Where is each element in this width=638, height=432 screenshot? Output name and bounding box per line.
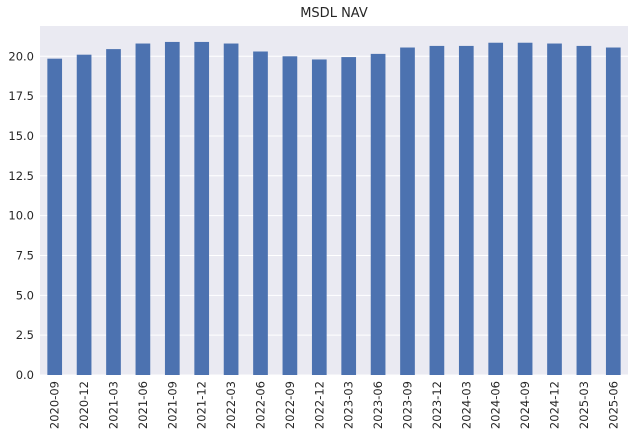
bar-2021-06 — [135, 43, 151, 375]
x-tick-label: 2024-09 — [518, 381, 532, 429]
bar-2020-12 — [76, 54, 92, 375]
x-tick-label: 2020-09 — [48, 381, 62, 429]
x-tick-label: 2021-06 — [136, 381, 150, 429]
y-tick-label: 17.5 — [8, 89, 34, 103]
x-tick-label: 2021-12 — [195, 381, 209, 429]
bars — [47, 41, 621, 376]
x-tick-label: 2025-03 — [577, 381, 591, 429]
x-tick-label: 2021-09 — [165, 381, 179, 429]
bar-2022-03 — [223, 43, 239, 375]
x-tick-label: 2020-12 — [77, 381, 91, 429]
x-tick-label: 2022-03 — [224, 381, 238, 429]
bar-2021-03 — [106, 49, 121, 376]
x-axis-ticks: 2020-09 2020-12 2021-03 2021-06 2021-09 2021-… — [48, 381, 621, 429]
x-tick-label: 2023-03 — [342, 381, 356, 429]
x-tick-label: 2024-03 — [459, 381, 473, 429]
x-tick-label: 2022-09 — [283, 381, 297, 429]
bar-2023-09 — [400, 47, 415, 375]
bar-2024-12 — [547, 43, 562, 375]
bar-2025-06 — [605, 47, 621, 375]
y-tick-label: 20.0 — [8, 49, 34, 63]
bar-2023-12 — [429, 45, 445, 375]
plot-area — [40, 26, 628, 375]
y-tick-label: 12.5 — [8, 169, 34, 183]
x-tick-label: 2021-03 — [107, 381, 121, 429]
x-tick-label: 2023-09 — [401, 381, 415, 429]
y-tick-label: 2.5 — [16, 328, 34, 342]
chart-title: MSDL NAV — [300, 6, 368, 21]
y-axis-ticks: 0.0 2.5 5.0 7.5 10.0 12.5 15.0 17.5 20.0 — [8, 49, 34, 382]
bar-2022-09 — [282, 56, 298, 376]
x-tick-label: 2024-12 — [548, 381, 562, 429]
x-tick-label: 2023-12 — [430, 381, 444, 429]
x-tick-label: 2022-06 — [254, 381, 268, 429]
bar-2023-03 — [341, 57, 357, 375]
bar-2024-03 — [458, 45, 474, 375]
bar-2020-09 — [47, 58, 63, 376]
bar-2022-12 — [311, 59, 327, 375]
y-tick-label: 15.0 — [8, 129, 34, 143]
bar-2022-06 — [253, 51, 268, 376]
y-tick-label: 7.5 — [16, 248, 34, 262]
y-tick-label: 0.0 — [16, 368, 34, 382]
x-tick-label: 2024-06 — [489, 381, 503, 429]
x-tick-label: 2025-06 — [606, 381, 620, 429]
bar-2024-09 — [517, 42, 533, 375]
bar-2025-03 — [576, 45, 592, 375]
y-tick-label: 5.0 — [16, 288, 34, 302]
y-tick-label: 10.0 — [8, 209, 34, 223]
x-tick-label: 2023-06 — [371, 381, 385, 429]
x-tick-label: 2022-12 — [312, 381, 326, 429]
bar-2021-12 — [194, 41, 210, 376]
bar-2024-06 — [488, 42, 504, 375]
bar-2023-06 — [370, 53, 386, 376]
bar-2021-09 — [164, 41, 180, 376]
